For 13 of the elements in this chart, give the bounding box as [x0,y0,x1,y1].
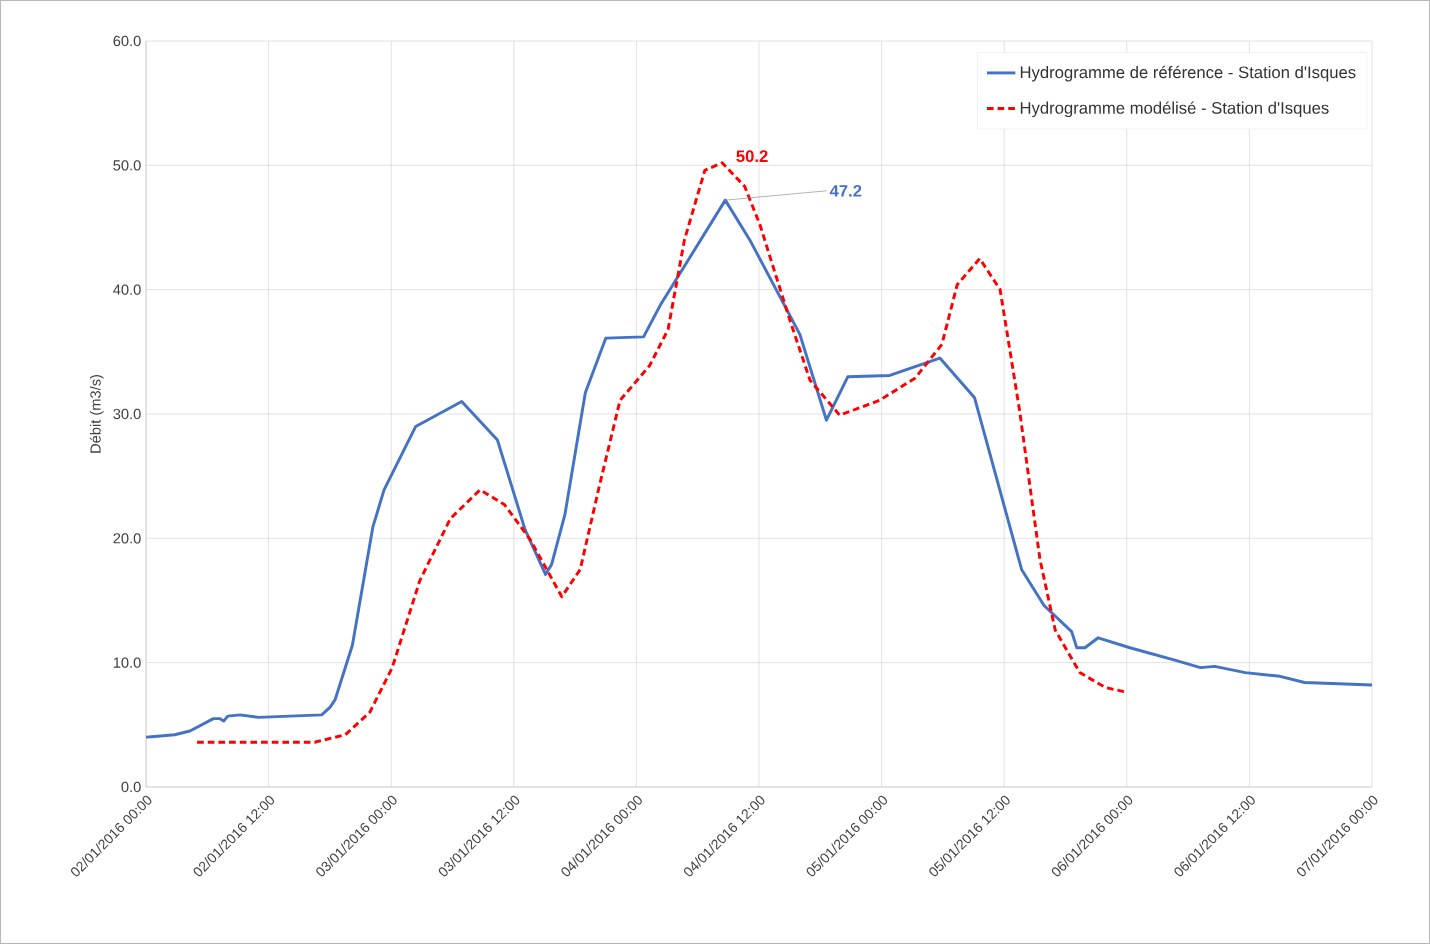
y-axis-title: Débit (m3/s) [89,374,104,453]
y-tick-label: 0.0 [121,781,141,793]
annotation: 47.2 [829,184,862,197]
line-series [146,198,1373,739]
y-tick-label: 40.0 [113,284,141,295]
y-tick-label: 50.0 [113,160,141,171]
annotation: 50.2 [736,150,768,163]
legend-label: Hydrogramme modélisé - Station d'Isques [1020,101,1329,118]
y-tick-label: 30.0 [113,408,141,420]
y-tick-label: 60.0 [113,35,141,47]
y-tick-label: 20.0 [113,533,141,544]
legend-label: Hydrogramme de référence - Station d'Isques [1020,65,1356,82]
y-tick-label: 10.0 [113,657,141,668]
